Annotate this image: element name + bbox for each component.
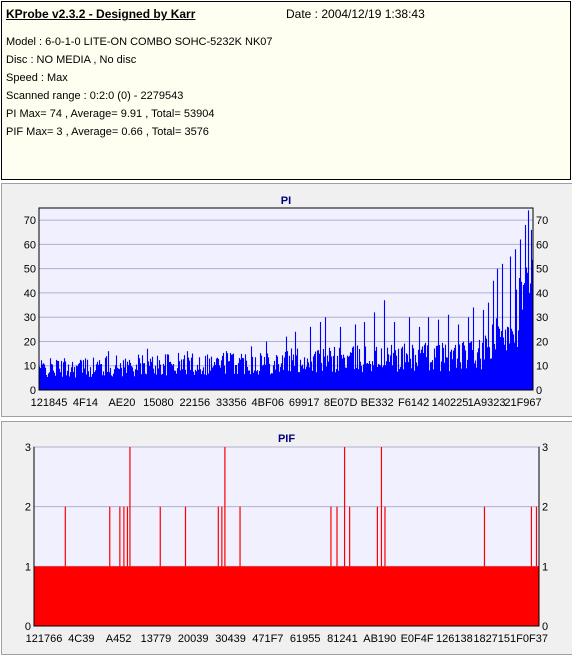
- pif-chart-panel: PIF 0 0 1 1 2 2 3 3 121766 4C39 A452 13779 20039 30439…: [1, 421, 572, 655]
- x-tick-label: 1F0F37: [510, 633, 548, 645]
- y-tick-label-left: 20: [24, 336, 36, 348]
- y-tick-label-left: 10: [24, 361, 36, 373]
- x-tick-label: 69917: [289, 397, 320, 409]
- x-tick-label: 140225: [432, 397, 469, 409]
- x-tick-label: 121766: [26, 633, 63, 645]
- x-tick-label: 15080: [143, 397, 174, 409]
- x-tick-label: AB190: [363, 633, 396, 645]
- y-tick-label-left: 0: [25, 621, 31, 633]
- y-tick-label-right: 10: [536, 361, 548, 373]
- y-tick-label-right: 2: [542, 502, 548, 514]
- scanned-range-line: Scanned range : 0:2:0 (0) - 2279543: [6, 90, 184, 102]
- x-tick-label: 22156: [180, 397, 211, 409]
- y-tick-label-right: 50: [536, 264, 548, 276]
- y-tick-label-right: 30: [536, 312, 548, 324]
- y-tick-label-left: 60: [24, 239, 36, 251]
- chart-title: PI: [281, 195, 291, 207]
- x-tick-label: 61955: [290, 633, 321, 645]
- y-tick-label-left: 70: [24, 215, 36, 227]
- pif-summary-line: PIF Max= 3 , Average= 0.66 , Total= 3576: [6, 126, 209, 138]
- x-tick-label: 182715: [473, 633, 510, 645]
- x-tick-label: F6142: [398, 397, 429, 409]
- x-tick-label: 1A9323: [468, 397, 506, 409]
- disc-line: Disc : NO MEDIA , No disc: [6, 54, 137, 66]
- model-line: Model : 6-0-1-0 LITE-ON COMBO SOHC-5232K…: [6, 36, 273, 48]
- y-tick-label-right: 1: [542, 561, 548, 573]
- chart-title: PIF: [278, 433, 295, 445]
- bar-series: [34, 447, 539, 626]
- y-tick-label-right: 0: [536, 385, 542, 397]
- y-tick-label-right: 40: [536, 288, 548, 300]
- x-tick-label: 33356: [216, 397, 247, 409]
- x-tick-label: 4C39: [68, 633, 94, 645]
- pif-chart: PIF 0 0 1 1 2 2 3 3 121766 4C39 A452 13779 20039 30439…: [25, 433, 548, 645]
- x-tick-label: 4F14: [73, 397, 98, 409]
- x-tick-label: 121845: [31, 397, 68, 409]
- x-tick-label: AE20: [108, 397, 135, 409]
- x-tick-label: 20039: [178, 633, 209, 645]
- y-tick-label-left: 30: [24, 312, 36, 324]
- x-tick-label: 4BF06: [252, 397, 284, 409]
- y-tick-label-left: 50: [24, 264, 36, 276]
- y-tick-label-left: 1: [25, 561, 31, 573]
- pi-chart: PI 0 0 10 10 20 20 30 30 40 40 50 50 60 60 70 70 121845 4F…: [24, 195, 549, 409]
- app-title: KProbe v2.3.2 - Designed by Karr: [6, 7, 196, 21]
- x-tick-label: E0F4F: [401, 633, 434, 645]
- speed-line: Speed : Max: [6, 72, 68, 84]
- y-tick-label-right: 3: [542, 442, 548, 454]
- y-tick-label-left: 40: [24, 288, 36, 300]
- y-tick-label-right: 20: [536, 336, 548, 348]
- y-tick-label-left: 0: [30, 385, 36, 397]
- x-tick-label: BE332: [361, 397, 394, 409]
- pif-base-fill: [34, 566, 539, 626]
- y-tick-label-right: 70: [536, 215, 548, 227]
- scan-date: Date : 2004/12/19 1:38:43: [286, 7, 425, 21]
- x-tick-label: 471F7: [252, 633, 283, 645]
- y-tick-label-left: 3: [25, 442, 31, 454]
- pi-summary-line: PI Max= 74 , Average= 9.91 , Total= 5390…: [6, 108, 215, 120]
- x-tick-label: 21F967: [504, 397, 541, 409]
- info-panel: KProbe v2.3.2 - Designed by Karr Date : …: [1, 1, 571, 180]
- x-tick-label: 81241: [327, 633, 358, 645]
- x-tick-label: 126138: [436, 633, 473, 645]
- x-tick-label: 13779: [141, 633, 172, 645]
- pi-chart-panel: PI 0 0 10 10 20 20 30 30 40 40 50 50 60 60 70 70 121845 4F…: [1, 183, 572, 417]
- x-tick-label: 8E07D: [324, 397, 358, 409]
- y-tick-label-left: 2: [25, 502, 31, 514]
- x-tick-label: 30439: [215, 633, 246, 645]
- x-tick-label: A452: [106, 633, 132, 645]
- y-tick-label-right: 60: [536, 239, 548, 251]
- y-tick-label-right: 0: [542, 621, 548, 633]
